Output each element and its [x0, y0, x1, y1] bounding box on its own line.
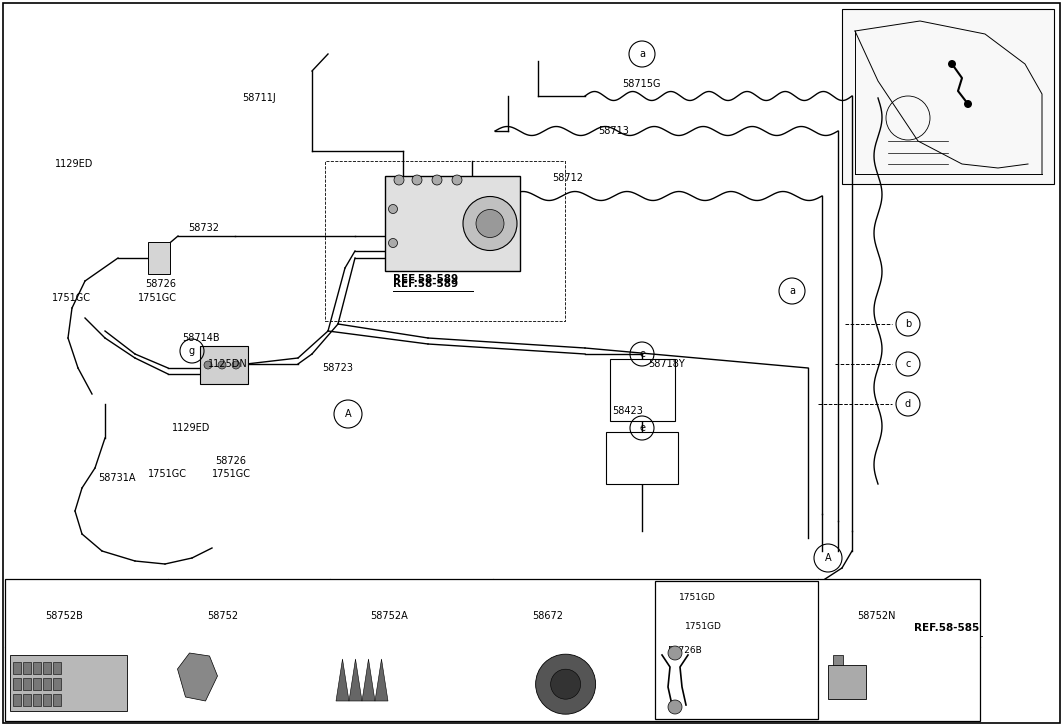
Text: 58711J: 58711J — [242, 93, 275, 103]
Circle shape — [432, 175, 442, 185]
Polygon shape — [362, 659, 375, 701]
Text: 1751GD: 1751GD — [679, 593, 715, 603]
Text: d: d — [905, 399, 911, 409]
Bar — [33, 694, 41, 706]
Text: e: e — [639, 349, 645, 359]
Circle shape — [536, 654, 595, 714]
Bar — [827, 665, 865, 699]
Text: e: e — [675, 611, 680, 621]
Circle shape — [218, 361, 226, 369]
Bar — [23, 662, 31, 674]
Bar — [13, 662, 21, 674]
Polygon shape — [178, 653, 218, 701]
Circle shape — [412, 175, 422, 185]
Text: 1129ED: 1129ED — [55, 159, 94, 169]
Text: e: e — [639, 423, 645, 433]
Polygon shape — [349, 659, 362, 701]
Bar — [53, 694, 61, 706]
Text: 58752: 58752 — [207, 611, 238, 621]
Circle shape — [388, 239, 398, 248]
Text: c: c — [906, 359, 911, 369]
Bar — [842, 9, 1054, 184]
Bar — [5, 579, 980, 721]
Text: A: A — [825, 553, 831, 563]
Bar — [23, 694, 31, 706]
Text: d: d — [512, 611, 518, 621]
Text: g: g — [189, 346, 196, 356]
Text: b: b — [905, 319, 911, 329]
Text: a: a — [639, 49, 645, 59]
Bar — [148, 242, 170, 274]
Text: 58715G: 58715G — [622, 79, 660, 89]
Circle shape — [668, 700, 682, 714]
Text: g: g — [838, 611, 843, 621]
Text: 58752N: 58752N — [857, 611, 896, 621]
Circle shape — [452, 175, 462, 185]
Text: 58672: 58672 — [533, 611, 563, 621]
Text: 1751GD: 1751GD — [685, 621, 722, 631]
Text: 58752B: 58752B — [45, 611, 83, 621]
Bar — [33, 678, 41, 690]
Bar — [385, 176, 520, 271]
Bar — [43, 662, 51, 674]
Text: 58718Y: 58718Y — [648, 359, 685, 369]
Circle shape — [204, 361, 212, 369]
Circle shape — [476, 210, 504, 237]
Text: 1129ED: 1129ED — [172, 423, 210, 433]
Bar — [832, 655, 843, 665]
Bar — [610, 359, 675, 421]
Text: 1751GC: 1751GC — [52, 293, 91, 303]
Text: a: a — [26, 611, 31, 621]
Circle shape — [232, 361, 240, 369]
Text: 1125DN: 1125DN — [208, 359, 248, 369]
Text: A: A — [344, 409, 351, 419]
Circle shape — [463, 197, 517, 250]
Circle shape — [388, 205, 398, 213]
Text: 58714B: 58714B — [182, 333, 220, 343]
Bar — [10, 655, 126, 711]
Text: REF.58-585: REF.58-585 — [914, 623, 979, 633]
Text: a: a — [789, 286, 795, 296]
Bar — [13, 694, 21, 706]
Circle shape — [964, 100, 972, 108]
Text: c: c — [350, 611, 355, 621]
Text: 1751GC: 1751GC — [148, 469, 187, 479]
Text: REF.58-589: REF.58-589 — [393, 274, 458, 284]
Polygon shape — [375, 659, 388, 701]
Text: 58713: 58713 — [598, 126, 629, 136]
Polygon shape — [336, 659, 349, 701]
Bar — [13, 678, 21, 690]
Circle shape — [668, 646, 682, 660]
Bar — [23, 678, 31, 690]
Circle shape — [394, 175, 404, 185]
Bar — [53, 678, 61, 690]
Circle shape — [551, 669, 580, 699]
Bar — [606, 432, 678, 484]
Bar — [655, 581, 817, 719]
Circle shape — [948, 60, 956, 68]
Bar — [200, 346, 248, 384]
Text: 58732: 58732 — [188, 223, 219, 233]
Text: 58726: 58726 — [145, 279, 176, 289]
Text: 58726B: 58726B — [667, 646, 702, 655]
Bar — [43, 694, 51, 706]
Text: 58712: 58712 — [552, 173, 583, 183]
Text: 1751GC: 1751GC — [138, 293, 178, 303]
Text: 58723: 58723 — [322, 363, 353, 373]
Bar — [53, 662, 61, 674]
Text: 58726: 58726 — [215, 456, 246, 466]
Text: 58423: 58423 — [612, 406, 643, 416]
Text: REF.58-589: REF.58-589 — [393, 279, 458, 289]
Text: 1751GC: 1751GC — [212, 469, 251, 479]
Bar — [43, 678, 51, 690]
Bar — [922, 620, 947, 634]
Bar — [33, 662, 41, 674]
Text: 58752A: 58752A — [370, 611, 407, 621]
Text: 58731A: 58731A — [98, 473, 135, 483]
Circle shape — [923, 606, 947, 630]
Circle shape — [911, 594, 959, 642]
Text: b: b — [187, 611, 193, 621]
